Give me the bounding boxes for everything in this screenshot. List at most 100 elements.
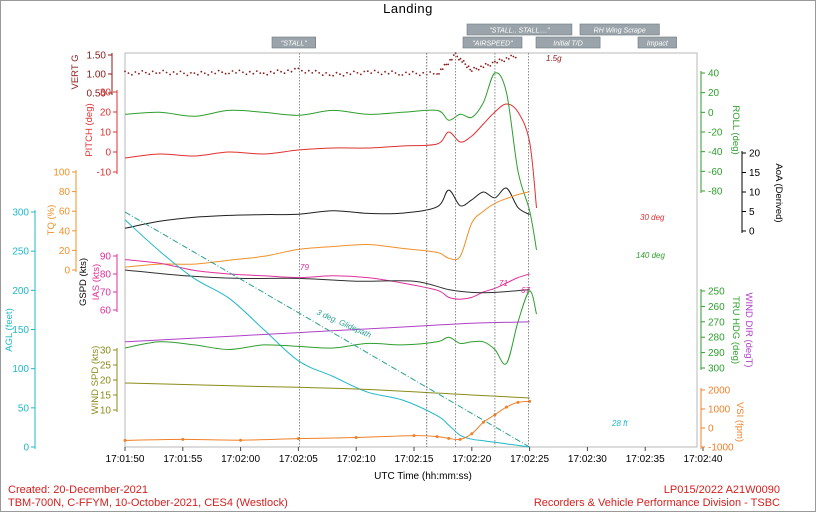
vert-g-point [384, 70, 386, 73]
vert-g-point [422, 71, 425, 74]
agl-feet-tick-label: 100 [12, 364, 29, 375]
vert-g-point [484, 62, 487, 65]
vert-g-point [443, 63, 446, 66]
annotation-label: 1.5g [546, 54, 562, 63]
vert-g-point [466, 66, 468, 69]
pitch-deg-tick-label: 10 [100, 128, 112, 139]
annotation-label: 3 deg. Glidepath [315, 308, 373, 340]
x-tick-label: 17:01:55 [163, 454, 202, 465]
vert-g-point [304, 72, 307, 74]
vert-g-point [432, 73, 435, 75]
x-tick-label: 17:02:10 [337, 454, 376, 465]
agl-feet-tick-label: 250 [12, 247, 29, 258]
vert-g-point [141, 70, 144, 72]
vert-g-point [377, 71, 380, 74]
wind-spd-kts-tick-label: 20 [100, 376, 112, 387]
vert-g-point [321, 74, 324, 77]
pitch-deg-tick-label: -10 [97, 168, 112, 179]
vert-g-point [276, 69, 279, 72]
vsi-fpm-tick-label: 2000 [708, 386, 731, 397]
vert-g-point [162, 69, 165, 72]
agl-feet-tick-label: 50 [18, 403, 30, 414]
vert-g-point [363, 70, 366, 73]
annotation-label: 28 ft [611, 419, 628, 428]
vert-g-point [359, 73, 362, 76]
vert-g-point [283, 72, 286, 75]
footer-division: Recorders & Vehicle Performance Division… [533, 497, 780, 509]
x-tick-label: 17:02:35 [626, 454, 665, 465]
agl-feet-axis-label: AGL (feet) [4, 308, 15, 351]
vert-g-point [255, 70, 258, 72]
event-box [462, 36, 523, 49]
wind-dir-degt-axis-label: WIND DIR (degT) [743, 293, 754, 368]
vert-g-point [134, 71, 137, 73]
ias-kts-tick-label: 90 [100, 252, 112, 263]
annotation-label: 79 [300, 263, 309, 272]
chart-title: Landing [383, 1, 433, 16]
wind-dir-degt-line [124, 321, 530, 343]
vert-g-point [441, 68, 444, 71]
vert-g-point [394, 72, 397, 74]
vsi-point [528, 399, 532, 403]
vert-g-point [366, 70, 369, 73]
tru-hdg-deg-axis-label: TRU HDG (deg) [730, 296, 741, 364]
tq-tick-label: 60 [59, 207, 71, 218]
event-box [637, 36, 677, 49]
vert-g-point [464, 63, 467, 65]
vert-g-point [498, 58, 501, 61]
roll-deg-tick-label: -20 [708, 128, 723, 139]
pitch-deg-tick-label: 30 [100, 88, 112, 99]
tq-tick-label: 0 [64, 266, 70, 277]
vert-g-point [179, 70, 182, 73]
pitch-deg-line [124, 103, 537, 209]
vert-g-axis-label: VERT G [70, 54, 81, 89]
vert-g-point [462, 59, 465, 62]
vert-g-point [439, 68, 442, 71]
vert-g-point [501, 59, 503, 62]
vert-g-point [503, 60, 506, 63]
vert-g-point [512, 55, 515, 58]
agl-feet-tick-label: 0 [23, 443, 29, 454]
vert-g-point [165, 71, 168, 74]
tru-hdg-deg-tick-label: 250 [708, 287, 725, 298]
event-label: "STALL" [281, 41, 307, 48]
3-deg-glidepath-line [124, 211, 530, 448]
vert-g-point [127, 72, 130, 74]
agl-feet-line [124, 219, 530, 448]
wind-spd-kts-tick-label: 30 [100, 346, 112, 357]
vert-g-point [505, 57, 508, 59]
vert-g-point [158, 72, 161, 74]
vsi-point [481, 420, 485, 424]
vert-g-point [224, 72, 227, 75]
vert-g-point [487, 64, 489, 66]
vert-g-point [138, 72, 140, 75]
vert-g-point [459, 57, 462, 60]
vert-g-point [214, 72, 217, 75]
vert-g-point [491, 61, 494, 64]
x-tick-label: 17:02:30 [568, 454, 607, 465]
vert-g-point [408, 73, 411, 76]
vert-g-point [398, 74, 400, 76]
vert-g-point [266, 73, 269, 76]
pitch-deg-tick-label: 0 [105, 148, 111, 159]
vsi-fpm-axis-label: VSI (fpm) [734, 402, 745, 442]
wind-spd-kts-tick-label: 25 [100, 361, 112, 372]
vert-g-point [245, 73, 248, 76]
vert-g-point [473, 66, 475, 69]
pitch-deg-axis-label: PITCH (deg) [84, 103, 95, 156]
vsi-point [123, 438, 127, 442]
vert-g-point [325, 72, 327, 74]
vert-g-point [429, 71, 432, 73]
vsi-fpm-tick-label: -1000 [708, 443, 734, 454]
aoa-derived-tick-label: 5 [749, 207, 755, 218]
vert-g-point [131, 73, 133, 76]
tq-axis-label: TQ (%) [46, 205, 57, 236]
vert-g-point [451, 58, 453, 61]
agl-feet-tick-label: 150 [12, 325, 29, 336]
vert-g-point [438, 73, 440, 75]
vert-g-point [259, 72, 262, 74]
vert-g-point [124, 70, 126, 73]
event-box [535, 36, 601, 49]
vert-g-point [169, 73, 172, 76]
